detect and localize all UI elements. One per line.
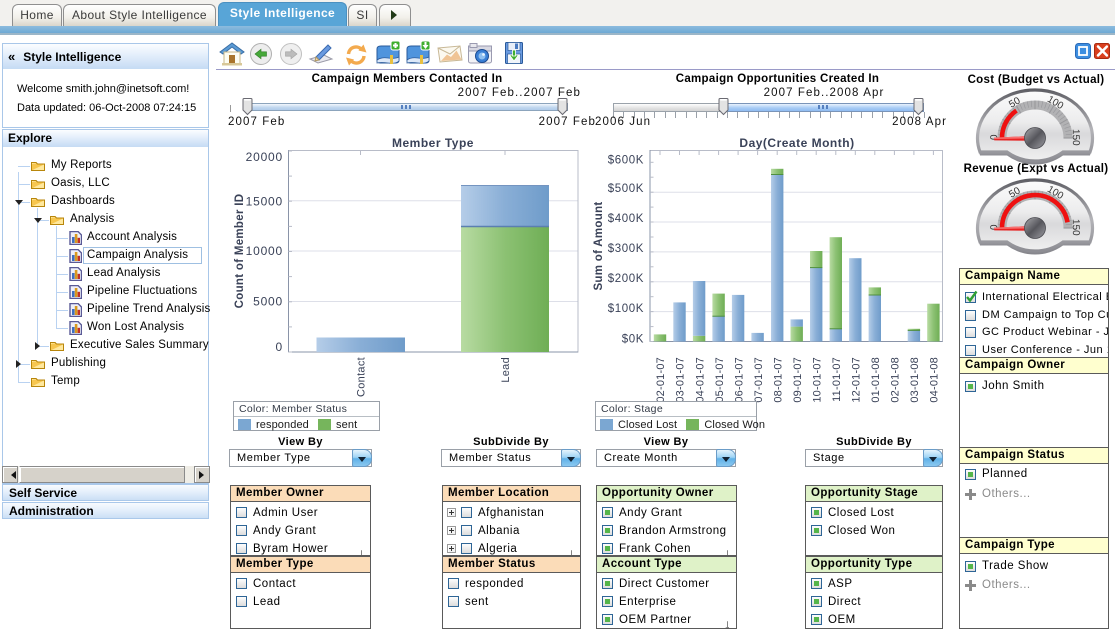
svg-text:Sum of Amount: Sum of Amount [593, 201, 605, 290]
svg-text:11-01-07: 11-01-07 [831, 357, 843, 402]
svg-text:04-01-08: 04-01-08 [929, 357, 941, 403]
svg-text:Lead: Lead [500, 357, 512, 383]
svg-text:04-01-07: 04-01-07 [694, 357, 706, 403]
svg-text:$300K: $300K [608, 243, 644, 255]
svg-text:$200K: $200K [608, 273, 644, 285]
svg-text:12-01-07: 12-01-07 [851, 357, 863, 403]
svg-text:Count of Member ID: Count of Member ID [234, 194, 246, 309]
svg-text:05-01-07: 05-01-07 [714, 357, 726, 403]
svg-text:50: 50 [1007, 185, 1023, 200]
svg-text:$0K: $0K [622, 334, 644, 346]
svg-text:$600K: $600K [608, 155, 644, 167]
svg-text:0: 0 [989, 134, 1000, 140]
svg-text:10-01-07: 10-01-07 [811, 357, 823, 403]
svg-text:Contact: Contact [356, 357, 368, 397]
svg-text:15000: 15000 [246, 195, 283, 209]
svg-text:Day(Create Month): Day(Create Month) [739, 136, 854, 150]
svg-text:10000: 10000 [246, 244, 283, 258]
svg-text:0: 0 [989, 224, 1000, 230]
svg-text:0: 0 [276, 340, 283, 354]
svg-text:150: 150 [1070, 219, 1081, 236]
svg-text:08-01-07: 08-01-07 [772, 357, 784, 403]
svg-text:03-01-08: 03-01-08 [909, 357, 921, 403]
svg-text:$400K: $400K [608, 213, 644, 225]
svg-text:06-01-07: 06-01-07 [733, 357, 745, 403]
svg-text:03-01-07: 03-01-07 [675, 357, 687, 403]
svg-text:$500K: $500K [608, 183, 644, 195]
svg-text:Member Type: Member Type [392, 136, 474, 150]
svg-text:150: 150 [1070, 129, 1081, 146]
svg-text:$100K: $100K [608, 303, 644, 315]
svg-text:09-01-07: 09-01-07 [792, 357, 804, 403]
svg-text:50: 50 [1007, 95, 1023, 110]
svg-text:01-01-08: 01-01-08 [870, 357, 882, 403]
svg-text:02-01-08: 02-01-08 [890, 357, 902, 403]
svg-text:02-01-07: 02-01-07 [655, 357, 667, 403]
svg-text:07-01-07: 07-01-07 [753, 357, 765, 403]
svg-text:5000: 5000 [253, 295, 283, 309]
svg-text:20000: 20000 [246, 150, 283, 164]
